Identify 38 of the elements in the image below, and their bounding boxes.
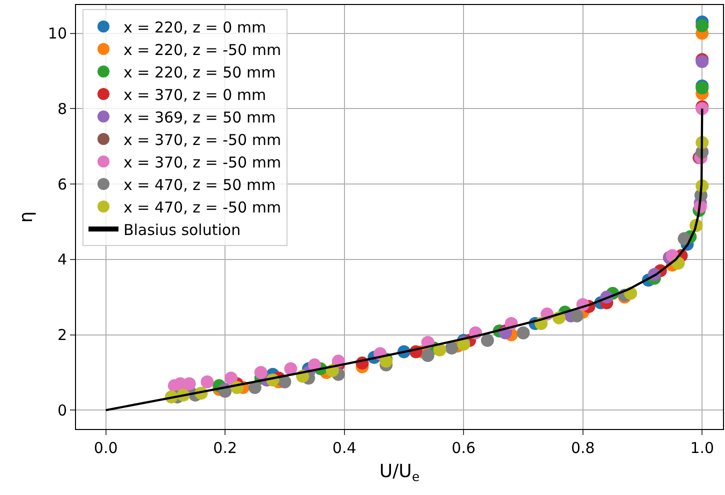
y-tick-label: 4 — [57, 250, 67, 269]
point — [224, 372, 238, 385]
legend-label: x = 369, z = 50 mm — [123, 108, 276, 126]
x-tick-label: 0.0 — [94, 439, 118, 457]
point — [200, 375, 214, 388]
x-tick-label: 0.4 — [332, 439, 356, 457]
y-tick-label: 6 — [57, 175, 67, 194]
point — [570, 309, 584, 322]
legend-label: x = 220, z = 0 mm — [123, 18, 266, 36]
y-axis-title: η — [16, 211, 38, 223]
point — [278, 375, 292, 388]
point — [254, 366, 268, 379]
x-tick-label: 0.2 — [213, 439, 238, 457]
y-tick-label: 0 — [57, 401, 67, 420]
point — [284, 362, 298, 376]
legend-label: x = 370, z = -50 mm — [123, 153, 282, 172]
legend-label: x = 470, z = 50 mm — [123, 176, 276, 194]
legend-label: x = 470, z = -50 mm — [123, 198, 282, 216]
x-tick-label: 0.6 — [452, 439, 476, 457]
point — [182, 377, 196, 390]
legend-label: x = 220, z = -50 mm — [123, 40, 282, 59]
point — [696, 19, 709, 32]
x-axis-title: U/U$_{e}$ — [379, 461, 420, 484]
y-tick-label: 10 — [48, 24, 67, 43]
point — [248, 381, 262, 394]
point — [421, 349, 434, 362]
legend-label: x = 370, z = -50 mm — [123, 130, 282, 149]
point — [516, 326, 530, 340]
legend-label: Blasius solution — [123, 220, 241, 239]
y-tick-label: 8 — [57, 100, 67, 118]
legend-label: x = 370, z = 0 mm — [123, 86, 266, 104]
x-tick-label: 1.0 — [690, 439, 714, 457]
x-tick-label: 0.8 — [570, 439, 595, 457]
point — [433, 343, 446, 356]
legend-label: x = 220, z = 50 mm — [123, 63, 276, 82]
point — [480, 334, 494, 347]
y-tick-label: 2 — [57, 326, 67, 344]
point — [678, 232, 691, 246]
